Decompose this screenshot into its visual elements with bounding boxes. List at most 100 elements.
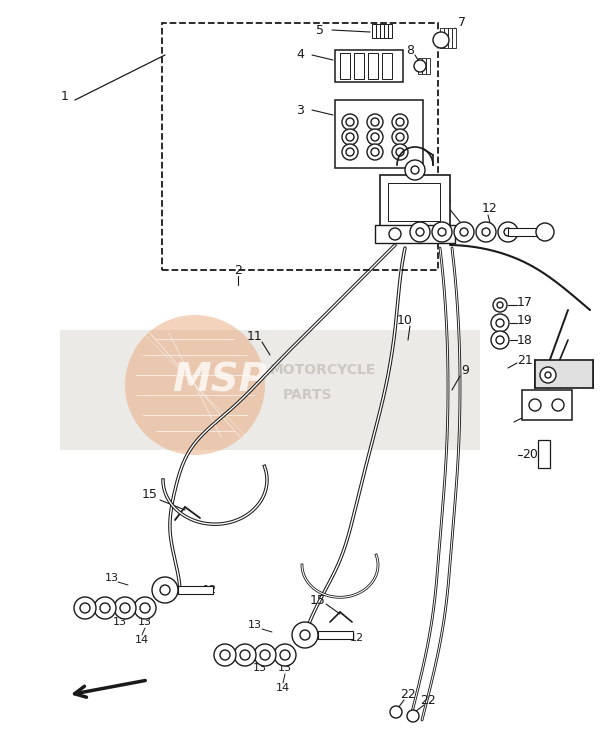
- Circle shape: [280, 650, 290, 660]
- Circle shape: [152, 577, 178, 603]
- Text: 2: 2: [234, 264, 242, 276]
- Bar: [444, 28, 448, 48]
- Bar: [382, 53, 392, 79]
- Circle shape: [504, 228, 512, 236]
- Circle shape: [292, 622, 318, 648]
- Circle shape: [432, 222, 452, 242]
- Circle shape: [411, 166, 419, 174]
- Circle shape: [414, 60, 426, 72]
- Bar: [448, 28, 452, 48]
- Bar: [376, 24, 380, 38]
- Text: 12: 12: [482, 201, 498, 215]
- Bar: [508, 228, 546, 236]
- Circle shape: [540, 367, 556, 383]
- Bar: [368, 53, 378, 79]
- Circle shape: [371, 148, 379, 156]
- Circle shape: [392, 114, 408, 130]
- Text: 15: 15: [142, 488, 158, 502]
- Circle shape: [371, 133, 379, 141]
- Bar: [388, 183, 440, 221]
- Circle shape: [416, 228, 424, 236]
- Bar: [384, 24, 388, 38]
- Text: 22: 22: [420, 693, 436, 707]
- Text: 12: 12: [350, 633, 364, 643]
- Bar: [452, 28, 455, 48]
- Circle shape: [396, 148, 404, 156]
- Circle shape: [392, 144, 408, 160]
- Text: 21: 21: [517, 354, 533, 366]
- Ellipse shape: [125, 315, 265, 455]
- Circle shape: [134, 597, 156, 619]
- Bar: [162, 23, 438, 270]
- Text: 5: 5: [316, 23, 324, 37]
- Circle shape: [371, 118, 379, 126]
- Text: 4: 4: [296, 49, 304, 62]
- Circle shape: [498, 222, 518, 242]
- Text: 11: 11: [247, 330, 263, 343]
- Text: 3: 3: [296, 104, 304, 116]
- Text: 15: 15: [310, 593, 326, 607]
- Bar: [426, 58, 430, 74]
- Circle shape: [346, 148, 354, 156]
- Bar: [418, 58, 421, 74]
- Circle shape: [74, 597, 96, 619]
- Circle shape: [396, 118, 404, 126]
- Text: MSP: MSP: [172, 361, 267, 399]
- Text: 13: 13: [105, 573, 119, 583]
- Circle shape: [396, 133, 404, 141]
- Bar: [440, 28, 443, 48]
- Circle shape: [346, 118, 354, 126]
- Text: 9: 9: [461, 363, 469, 376]
- Circle shape: [496, 319, 504, 327]
- Circle shape: [497, 302, 503, 308]
- Text: 13: 13: [437, 194, 453, 207]
- Text: 13: 13: [113, 617, 127, 627]
- Circle shape: [536, 223, 554, 241]
- Bar: [380, 24, 383, 38]
- Circle shape: [260, 650, 270, 660]
- Circle shape: [346, 133, 354, 141]
- Text: 22: 22: [400, 689, 416, 701]
- Bar: [422, 58, 425, 74]
- Text: 13: 13: [248, 620, 262, 630]
- Circle shape: [545, 372, 551, 378]
- Circle shape: [491, 314, 509, 332]
- Circle shape: [80, 603, 90, 613]
- Circle shape: [482, 228, 490, 236]
- Bar: [380, 175, 450, 230]
- Bar: [538, 440, 550, 468]
- Circle shape: [529, 399, 541, 411]
- Circle shape: [274, 644, 296, 666]
- Circle shape: [240, 650, 250, 660]
- Text: 10: 10: [397, 313, 413, 327]
- Circle shape: [454, 222, 474, 242]
- Bar: [522, 390, 572, 420]
- Circle shape: [120, 603, 130, 613]
- Circle shape: [94, 597, 116, 619]
- Text: 16: 16: [522, 409, 538, 421]
- Circle shape: [160, 585, 170, 595]
- Circle shape: [300, 630, 310, 640]
- Text: PARTS: PARTS: [283, 388, 332, 402]
- Circle shape: [342, 114, 358, 130]
- Bar: [372, 24, 376, 38]
- Circle shape: [254, 644, 276, 666]
- Text: 13: 13: [253, 663, 267, 673]
- Circle shape: [100, 603, 110, 613]
- Circle shape: [114, 597, 136, 619]
- Text: 19: 19: [517, 313, 533, 327]
- Bar: [178, 586, 213, 594]
- Text: 8: 8: [406, 44, 414, 56]
- Circle shape: [491, 331, 509, 349]
- Text: 13: 13: [138, 617, 152, 627]
- Text: 14: 14: [276, 683, 290, 693]
- Bar: [340, 53, 350, 79]
- Circle shape: [460, 228, 468, 236]
- Circle shape: [342, 144, 358, 160]
- Circle shape: [140, 603, 150, 613]
- Circle shape: [392, 129, 408, 145]
- Bar: [375, 225, 455, 243]
- Circle shape: [493, 298, 507, 312]
- Circle shape: [214, 644, 236, 666]
- Text: 14: 14: [135, 635, 149, 645]
